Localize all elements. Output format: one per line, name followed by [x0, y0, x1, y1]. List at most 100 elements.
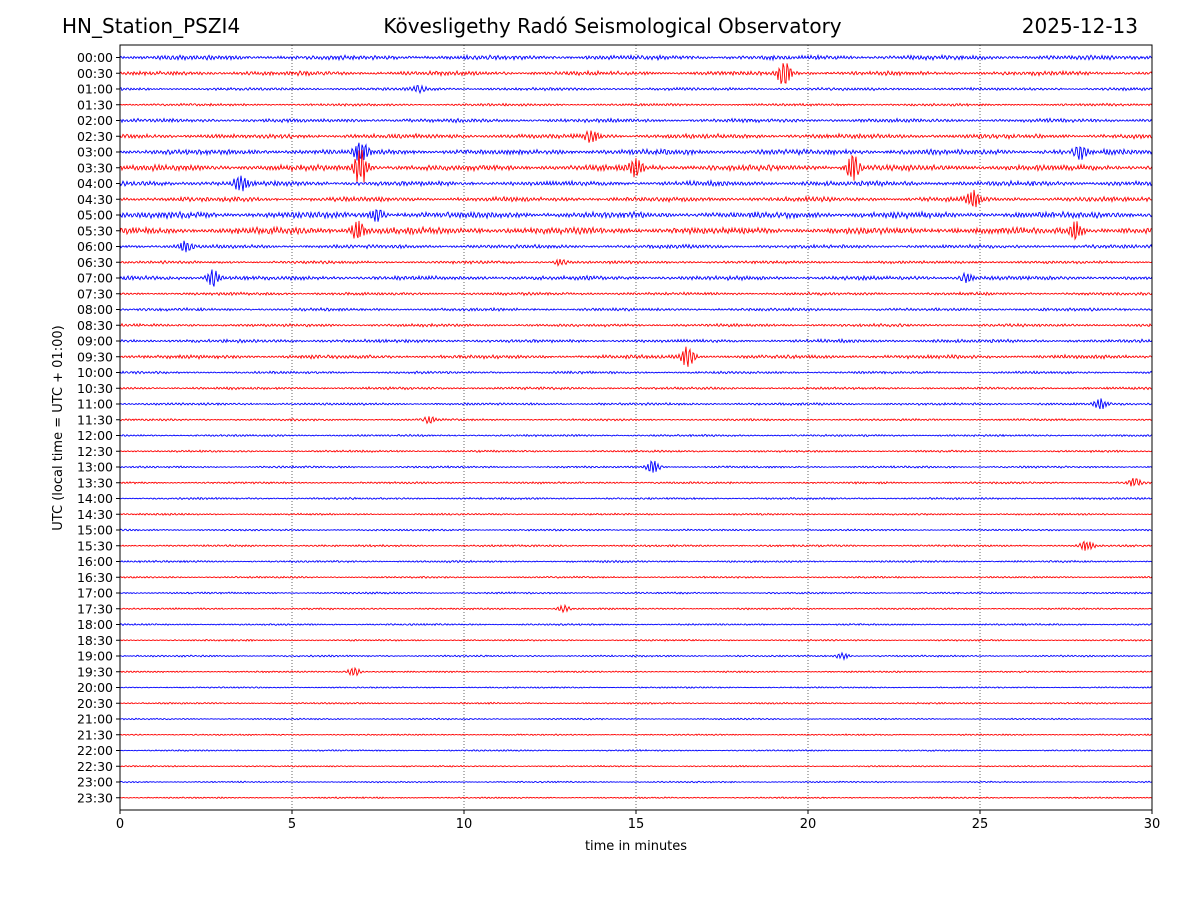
- seismic-trace: [119, 666, 1153, 677]
- seismic-trace: [119, 496, 1153, 501]
- seismic-trace: [119, 701, 1153, 705]
- y-tick-label: 11:30: [77, 412, 113, 427]
- x-tick-label: 0: [116, 817, 124, 832]
- y-tick-label: 20:30: [77, 696, 113, 711]
- y-tick-label: 12:00: [77, 428, 113, 443]
- x-tick-label: 30: [1144, 817, 1161, 832]
- seismic-traces: [119, 53, 1153, 800]
- y-tick-label: 20:00: [77, 680, 113, 695]
- seismic-trace: [119, 386, 1153, 391]
- y-tick-label: 11:00: [77, 397, 113, 412]
- seismic-trace: [119, 149, 1153, 183]
- record-date: 2025-12-13: [1021, 14, 1138, 38]
- seismic-trace: [119, 306, 1153, 312]
- observatory-title: Kövesligethy Radó Seismological Observat…: [383, 14, 842, 38]
- y-tick-label: 13:00: [77, 460, 113, 475]
- x-tick-label: 25: [972, 817, 989, 832]
- x-tick-label: 20: [800, 817, 817, 832]
- seismic-trace: [119, 764, 1153, 768]
- station-name: HN_Station_PSZI4: [62, 14, 241, 38]
- y-axis-ticks: 00:0000:3001:0001:3002:0002:3003:0003:30…: [77, 50, 120, 805]
- y-tick-label: 07:30: [77, 286, 113, 301]
- y-tick-label: 23:00: [77, 775, 113, 790]
- y-tick-label: 19:30: [77, 664, 113, 679]
- y-tick-label: 10:00: [77, 365, 113, 380]
- y-tick-label: 22:00: [77, 743, 113, 758]
- y-tick-label: 17:30: [77, 601, 113, 616]
- seismic-trace: [119, 398, 1153, 410]
- y-tick-label: 04:30: [77, 192, 113, 207]
- y-tick-label: 01:00: [77, 82, 113, 97]
- seismic-trace: [119, 622, 1153, 627]
- y-axis-label: UTC (local time = UTC + 01:00): [51, 325, 66, 530]
- y-tick-label: 21:30: [77, 727, 113, 742]
- y-tick-label: 18:00: [77, 617, 113, 632]
- seismic-trace: [119, 63, 1153, 84]
- seismic-trace: [119, 651, 1153, 662]
- y-tick-label: 05:00: [77, 208, 113, 223]
- x-tick-label: 15: [628, 817, 645, 832]
- y-tick-label: 07:00: [77, 271, 113, 286]
- y-tick-label: 09:00: [77, 334, 113, 349]
- seismic-trace: [119, 84, 1153, 95]
- y-tick-label: 16:00: [77, 554, 113, 569]
- y-tick-label: 21:00: [77, 712, 113, 727]
- y-tick-label: 01:30: [77, 97, 113, 112]
- y-tick-label: 23:30: [77, 790, 113, 805]
- seismic-trace: [119, 460, 1153, 473]
- seismic-trace: [119, 209, 1153, 222]
- seismic-trace: [119, 346, 1153, 367]
- seismic-trace: [119, 142, 1153, 161]
- seismic-trace: [119, 686, 1153, 689]
- y-tick-label: 08:00: [77, 302, 113, 317]
- seismic-trace: [119, 733, 1153, 737]
- y-tick-label: 18:30: [77, 633, 113, 648]
- seismic-trace: [119, 338, 1153, 344]
- seismic-trace: [119, 512, 1153, 516]
- y-tick-label: 12:30: [77, 444, 113, 459]
- seismic-trace: [119, 796, 1153, 800]
- seismic-trace: [119, 370, 1153, 375]
- y-tick-label: 06:30: [77, 255, 113, 270]
- seismic-trace: [119, 129, 1153, 143]
- seismic-trace: [119, 591, 1153, 595]
- seismic-trace: [119, 540, 1153, 551]
- y-tick-label: 06:00: [77, 239, 113, 254]
- seismic-trace: [119, 449, 1153, 454]
- y-tick-label: 14:30: [77, 507, 113, 522]
- seismic-trace: [119, 559, 1153, 564]
- y-tick-label: 15:30: [77, 538, 113, 553]
- y-tick-label: 14:00: [77, 491, 113, 506]
- y-tick-label: 03:30: [77, 160, 113, 175]
- seismic-trace: [119, 575, 1153, 579]
- x-axis-ticks: 0 5 10 15 20 25 30: [116, 810, 1160, 832]
- y-tick-label: 04:00: [77, 176, 113, 191]
- y-tick-label: 02:00: [77, 113, 113, 128]
- seismic-trace: [119, 175, 1153, 192]
- y-tick-label: 08:30: [77, 318, 113, 333]
- x-tick-label: 5: [288, 817, 296, 832]
- seismic-trace: [119, 189, 1153, 208]
- y-tick-label: 02:30: [77, 129, 113, 144]
- seismic-trace: [119, 717, 1153, 721]
- x-axis-label: time in minutes: [585, 839, 687, 854]
- y-tick-label: 00:30: [77, 66, 113, 81]
- y-tick-label: 10:30: [77, 381, 113, 396]
- seismic-trace: [119, 269, 1153, 287]
- y-tick-label: 17:00: [77, 586, 113, 601]
- seismic-trace: [119, 258, 1153, 267]
- x-tick-label: 10: [456, 817, 473, 832]
- seismic-trace: [119, 638, 1153, 642]
- seismic-trace: [119, 416, 1153, 425]
- seismic-trace: [119, 433, 1153, 438]
- y-tick-label: 03:00: [77, 145, 113, 160]
- y-tick-label: 22:30: [77, 759, 113, 774]
- seismic-trace: [119, 53, 1153, 62]
- y-tick-label: 13:30: [77, 475, 113, 490]
- seismic-trace: [119, 478, 1153, 487]
- seismic-trace: [119, 240, 1153, 253]
- seismic-trace: [119, 102, 1153, 107]
- y-tick-label: 15:00: [77, 523, 113, 538]
- y-tick-label: 00:00: [77, 50, 113, 65]
